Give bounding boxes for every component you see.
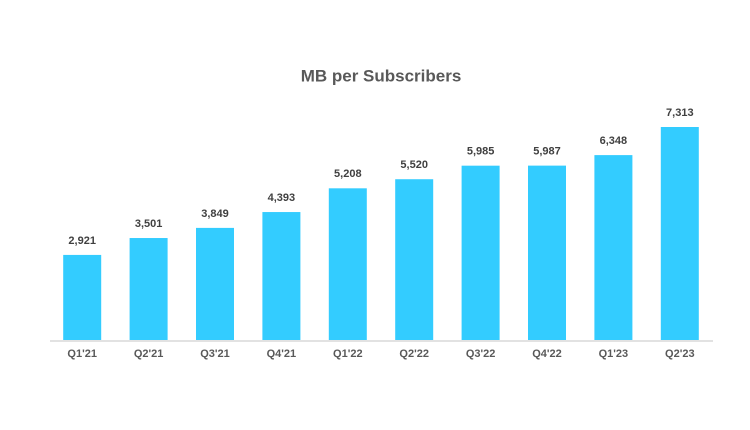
x-tick-label: Q3'22 [466,348,496,360]
value-label: 5,985 [467,146,495,158]
bar [395,179,434,340]
bar [196,227,234,340]
x-tick-label: Q1'21 [67,348,97,360]
bar [660,127,699,340]
value-label: 7,313 [666,107,694,119]
value-label: 5,520 [400,159,428,171]
value-label: 2,921 [68,235,96,247]
bar [528,165,566,340]
bar [594,155,633,340]
x-tick-label: Q2'21 [134,348,164,360]
x-tick-label: Q4'21 [267,348,297,360]
chart-title: MB per Subscribers [301,66,462,85]
bar [461,165,500,340]
x-tick-label: Q2'23 [665,348,695,360]
bar [129,238,168,340]
bar [328,188,367,340]
value-label: 3,849 [201,208,229,220]
x-tick-label: Q1'22 [333,348,363,360]
value-label: 6,348 [600,135,628,147]
x-tick-label: Q2'22 [399,348,429,360]
value-label: 5,208 [334,168,362,180]
x-tick-label: Q1'23 [599,348,629,360]
bar [262,212,301,340]
value-label: 3,501 [135,218,163,230]
bar [63,254,102,340]
value-label: 4,393 [268,192,296,204]
value-label: 5,987 [533,146,561,158]
x-tick-label: Q3'21 [200,348,230,360]
x-tick-label: Q4'22 [532,348,562,360]
